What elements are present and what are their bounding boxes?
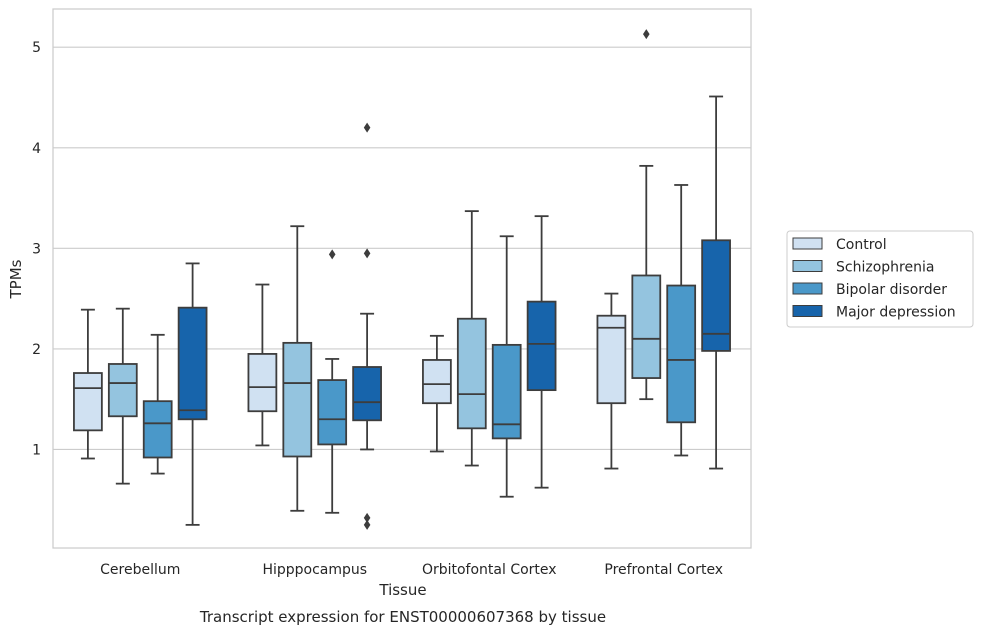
y-tick-label: 4 xyxy=(32,141,41,157)
box-body xyxy=(317,379,348,446)
box xyxy=(596,292,627,470)
box-body xyxy=(422,359,452,405)
outlier-point xyxy=(363,122,371,133)
legend-swatch xyxy=(792,282,823,295)
y-tick-label: 1 xyxy=(32,442,41,458)
x-tick-label: Orbitofontal Cortex xyxy=(422,562,557,578)
box xyxy=(107,307,138,485)
box-body xyxy=(73,372,103,432)
y-tick-label: 3 xyxy=(32,241,41,257)
y-tick-label: 2 xyxy=(32,342,41,358)
box-body xyxy=(247,353,278,413)
box xyxy=(73,308,103,460)
x-tick-label: Prefrontal Cortex xyxy=(604,562,723,578)
box xyxy=(701,95,731,470)
box-body xyxy=(456,317,487,430)
figure-caption: Transcript expression for ENST0000060736… xyxy=(199,608,606,626)
y-axis-label: TPMs xyxy=(7,259,25,299)
plot-frame xyxy=(52,8,752,549)
outlier-point xyxy=(328,249,336,260)
box-body xyxy=(282,341,313,458)
legend-label: Schizophrenia xyxy=(836,260,934,276)
box xyxy=(282,225,313,512)
box-body xyxy=(142,400,173,459)
legend-swatch xyxy=(792,305,823,317)
box xyxy=(422,334,452,453)
legend-swatch xyxy=(792,237,823,250)
box xyxy=(666,184,697,457)
x-tick-labels: Cerebellum Hipppocampus Orbitofontal Corte… xyxy=(100,562,723,578)
box-body xyxy=(107,363,138,418)
box-body xyxy=(491,343,522,440)
box-body xyxy=(526,300,557,392)
legend: Control Schizophrenia Bipolar disorder Majo… xyxy=(786,230,974,328)
box-groups xyxy=(73,29,731,530)
legend-label: Bipolar disorder xyxy=(836,282,947,298)
legend-label: Major depression xyxy=(836,305,956,321)
legend-label: Control xyxy=(836,237,887,253)
x-axis-label: Tissue xyxy=(378,581,426,599)
box xyxy=(247,283,278,447)
box xyxy=(526,215,557,489)
box xyxy=(491,235,522,498)
x-tick-label: Hipppocampus xyxy=(262,562,367,578)
box-body xyxy=(352,366,382,422)
box-body xyxy=(666,284,697,424)
outlier-point xyxy=(363,512,371,523)
box xyxy=(352,122,382,530)
box xyxy=(456,210,487,467)
box xyxy=(317,249,348,514)
legend-swatch xyxy=(792,260,823,272)
box xyxy=(177,262,208,526)
legend-frame xyxy=(786,230,974,328)
y-tick-labels: 1 2 3 4 5 xyxy=(32,40,41,458)
outlier-point xyxy=(363,248,371,259)
box-body xyxy=(701,239,731,352)
box-body xyxy=(596,314,627,405)
box-body xyxy=(631,274,662,379)
box xyxy=(142,333,173,475)
outlier-point xyxy=(643,29,650,40)
x-tick-label: Cerebellum xyxy=(100,562,180,578)
box-body xyxy=(177,306,208,421)
y-tick-label: 5 xyxy=(32,40,41,56)
outlier-point xyxy=(363,519,371,530)
box xyxy=(631,29,662,401)
